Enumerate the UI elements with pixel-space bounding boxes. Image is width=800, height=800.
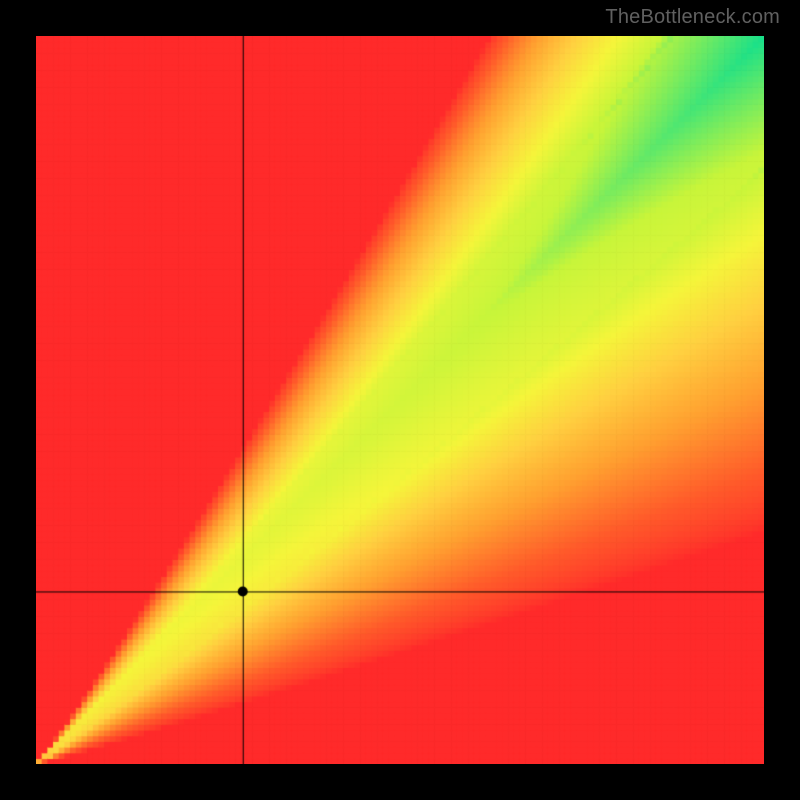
bottleneck-heatmap: [36, 36, 764, 764]
heatmap-canvas: [36, 36, 764, 764]
attribution-text: TheBottleneck.com: [605, 6, 780, 29]
